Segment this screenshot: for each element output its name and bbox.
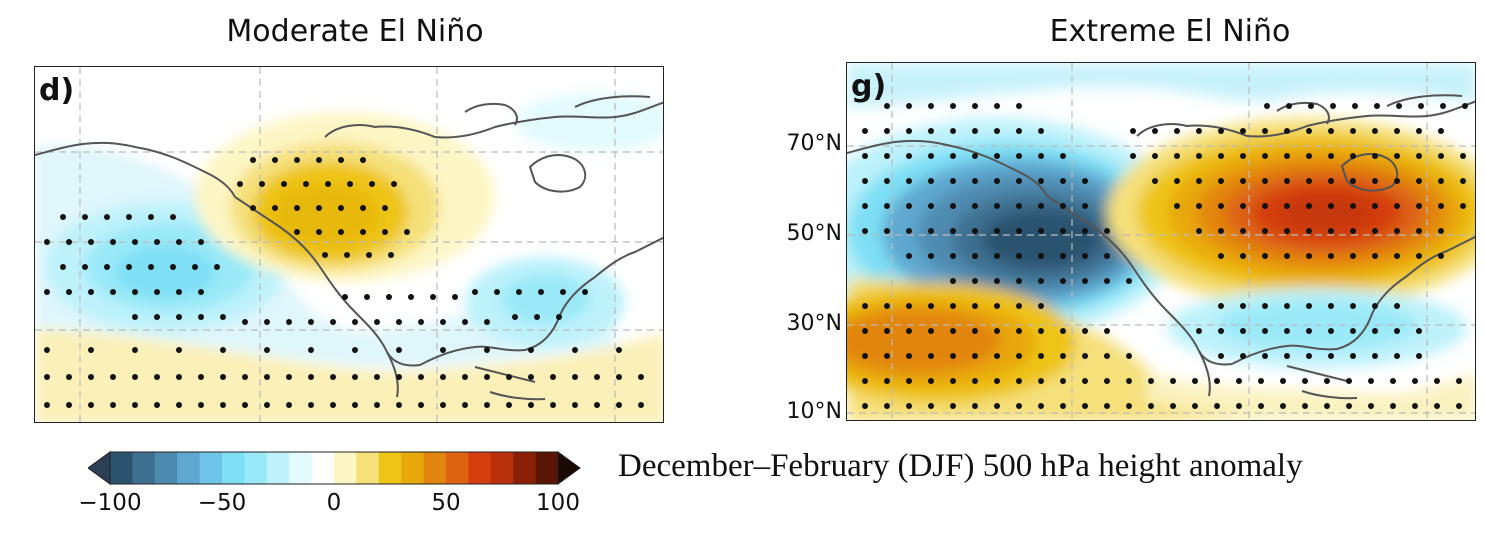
panel-label-d: d): [39, 73, 75, 108]
colorbar-segment: [535, 452, 559, 484]
colorbar-tick-50: 50: [431, 490, 461, 516]
colorbar: [88, 451, 581, 485]
colorbar-segment: [244, 452, 268, 484]
panel-title-moderate: Moderate El Niño: [226, 14, 484, 49]
colorbar-segment: [154, 452, 178, 484]
lat-label-70n: 70°N: [786, 131, 842, 156]
colorbar-tick-0: 0: [326, 490, 342, 516]
colorbar-tick-neg100: −100: [78, 490, 142, 516]
colorbar-segment: [110, 452, 133, 484]
figure-caption: December–February (DJF) 500 hPa height a…: [618, 448, 1303, 484]
lat-label-50n: 50°N: [786, 221, 842, 246]
colorbar-segment: [266, 452, 290, 484]
colorbar-segment: [378, 452, 402, 484]
colorbar-segment: [468, 452, 492, 484]
colorbar-segment: [490, 452, 514, 484]
panel-title-extreme: Extreme El Niño: [1049, 14, 1291, 49]
colorbar-tick-neg50: −50: [197, 490, 247, 516]
colorbar-segment: [334, 452, 357, 484]
panel-label-g: g): [851, 69, 887, 104]
colorbar-segment: [311, 452, 335, 484]
colorbar-segment: [222, 452, 245, 484]
colorbar-right-extend: [557, 451, 581, 485]
colorbar-segment: [289, 452, 313, 484]
colorbar-segment: [199, 452, 223, 484]
colorbar-segment: [132, 452, 156, 484]
anomaly-map-moderate: [35, 67, 663, 422]
colorbar-segment: [513, 452, 537, 484]
colorbar-segment: [446, 452, 469, 484]
colorbar-segment: [423, 452, 447, 484]
colorbar-segment: [356, 452, 380, 484]
colorbar-segment: [177, 452, 201, 484]
map-panel-extreme: g): [846, 62, 1476, 421]
map-panel-moderate: d): [34, 66, 664, 423]
lat-label-30n: 30°N: [786, 311, 842, 336]
colorbar-tick-100: 100: [536, 490, 580, 516]
lat-label-10n: 10°N: [786, 399, 842, 424]
colorbar-segment: [401, 452, 425, 484]
colorbar-left-extend: [88, 451, 111, 485]
anomaly-map-extreme: [847, 63, 1475, 420]
